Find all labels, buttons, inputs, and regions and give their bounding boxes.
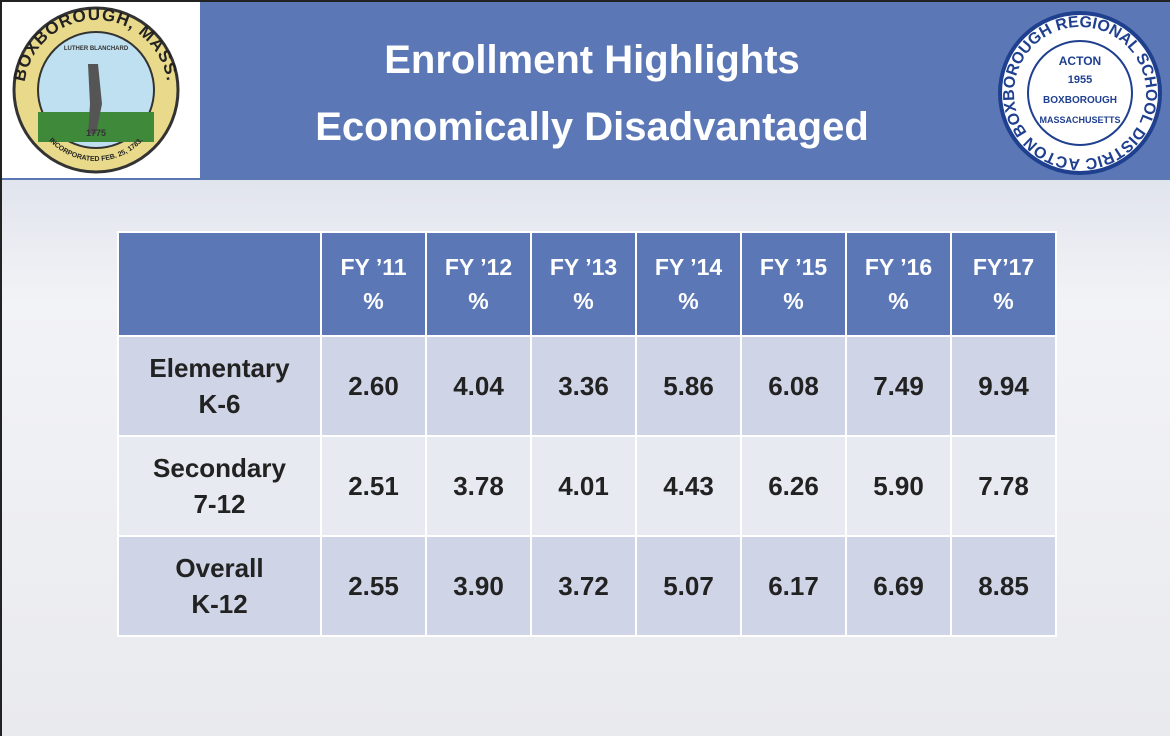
table-row: Elementary K-6 2.60 4.04 3.36 5.86 6.08 7.49 9.9… bbox=[117, 335, 1057, 437]
column-label: FY ’11 bbox=[340, 254, 407, 280]
table-cell: 2.60 bbox=[320, 335, 427, 437]
table-cell: 4.43 bbox=[635, 435, 742, 537]
seal-text: LUTHER BLANCHARD bbox=[64, 46, 129, 52]
column-label: FY ’15 bbox=[759, 254, 828, 280]
seal-text: MASSACHUSETTS bbox=[1039, 115, 1120, 125]
table-cell: 7.49 bbox=[845, 335, 952, 437]
column-unit: % bbox=[468, 288, 489, 314]
table-cell: 2.55 bbox=[320, 535, 427, 637]
table-cell: 5.07 bbox=[635, 535, 742, 637]
table-cell: 3.90 bbox=[425, 535, 532, 637]
table-cell: 2.51 bbox=[320, 435, 427, 537]
title-line: Enrollment Highlights bbox=[384, 38, 800, 82]
column-label: FY ’12 bbox=[444, 254, 513, 280]
row-label: Elementary K-6 bbox=[117, 335, 322, 437]
table-cell: 6.17 bbox=[740, 535, 847, 637]
table-cell: 5.90 bbox=[845, 435, 952, 537]
column-unit: % bbox=[993, 288, 1014, 314]
logo-box: BOXBOROUGH, MASS. INCORPORATED FEB. 25, … bbox=[2, 2, 202, 180]
seal-text: 1775 bbox=[86, 128, 106, 138]
row-name: Elementary bbox=[149, 353, 290, 383]
right-seal: ACTON BOXBOROUGH REGIONAL SCHOOL DISTRIC… bbox=[992, 7, 1162, 175]
table-cell: 4.01 bbox=[530, 435, 637, 537]
seal-text: ACTON bbox=[1059, 54, 1101, 68]
row-label: Secondary 7-12 bbox=[117, 435, 322, 537]
table-cell: 4.04 bbox=[425, 335, 532, 437]
column-header: FY ’13% bbox=[530, 231, 637, 337]
column-label: FY ’14 bbox=[654, 254, 723, 280]
row-name: Overall bbox=[175, 553, 264, 583]
table-cell: 3.78 bbox=[425, 435, 532, 537]
column-unit: % bbox=[573, 288, 594, 314]
table-cell: 3.72 bbox=[530, 535, 637, 637]
data-table: FY ’11% FY ’12% FY ’13% FY ’14% FY ’15% FY ’1… bbox=[117, 231, 1057, 637]
seal-text: BOXBOROUGH bbox=[1043, 95, 1117, 106]
row-grades: K-6 bbox=[198, 389, 241, 419]
seal-text: 1955 bbox=[1068, 74, 1092, 86]
seal-center bbox=[1027, 40, 1133, 146]
table-cell: 9.94 bbox=[950, 335, 1057, 437]
column-label: FY ’16 bbox=[864, 254, 933, 280]
column-unit: % bbox=[783, 288, 804, 314]
table-cell: 6.69 bbox=[845, 535, 952, 637]
left-seal: BOXBOROUGH, MASS. INCORPORATED FEB. 25, … bbox=[10, 5, 181, 174]
table-cell: 7.78 bbox=[950, 435, 1057, 537]
table-cell: 3.36 bbox=[530, 335, 637, 437]
column-unit: % bbox=[363, 288, 384, 314]
column-header: FY ’16% bbox=[845, 231, 952, 337]
column-header: FY ’14% bbox=[635, 231, 742, 337]
column-unit: % bbox=[888, 288, 909, 314]
column-label: FY ’13 bbox=[549, 254, 618, 280]
table-row: Secondary 7-12 2.51 3.78 4.01 4.43 6.26 5.90 7.7… bbox=[117, 435, 1057, 537]
corner-cell bbox=[117, 231, 322, 337]
column-label: FY’17 bbox=[972, 254, 1035, 280]
seal-figure bbox=[88, 64, 102, 134]
table-cell: 5.86 bbox=[635, 335, 742, 437]
column-header: FY ’15% bbox=[740, 231, 847, 337]
table-cell: 6.26 bbox=[740, 435, 847, 537]
title-line: Economically Disadvantaged bbox=[315, 105, 869, 149]
row-grades: 7-12 bbox=[193, 489, 246, 519]
column-header: FY ’12% bbox=[425, 231, 532, 337]
row-grades: K-12 bbox=[191, 589, 248, 619]
table-cell: 8.85 bbox=[950, 535, 1057, 637]
column-header: FY’17% bbox=[950, 231, 1057, 337]
column-unit: % bbox=[678, 288, 699, 314]
row-name: Secondary bbox=[153, 453, 286, 483]
table-row: Overall K-12 2.55 3.90 3.72 5.07 6.17 6.69 8.85 bbox=[117, 535, 1057, 637]
row-label: Overall K-12 bbox=[117, 535, 322, 637]
header-row: FY ’11% FY ’12% FY ’13% FY ’14% FY ’15% FY ’1… bbox=[117, 231, 1057, 337]
column-header: FY ’11% bbox=[320, 231, 427, 337]
table-cell: 6.08 bbox=[740, 335, 847, 437]
